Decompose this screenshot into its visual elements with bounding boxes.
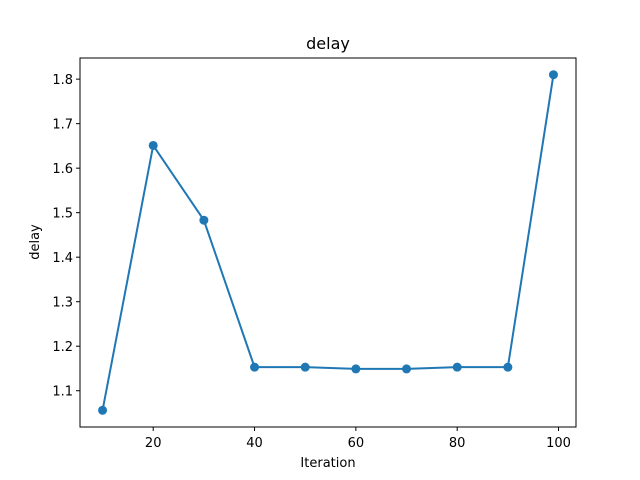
x-tick-label: 40	[246, 436, 263, 451]
y-tick-label: 1.3	[52, 296, 73, 311]
series-line	[101, 74, 555, 411]
data-point	[300, 362, 310, 372]
data-point	[452, 362, 462, 372]
y-tick-label: 1.5	[52, 207, 73, 222]
data-point	[98, 405, 108, 415]
data-point	[250, 362, 260, 372]
y-axis-label: delay	[28, 224, 43, 260]
y-tick-label: 1.6	[52, 162, 73, 177]
data-point	[351, 364, 361, 374]
y-tick-label: 1.1	[52, 385, 73, 400]
x-axis-ticks: 20 40 60 80 100	[145, 427, 571, 451]
y-axis-ticks: 1.1 1.2 1.3 1.4 1.5 1.6 1.7 1.8	[52, 73, 80, 400]
plot-area	[98, 70, 558, 415]
y-tick-label: 1.8	[52, 73, 73, 88]
y-tick-label: 1.2	[52, 340, 73, 355]
y-tick-label: 1.4	[52, 251, 73, 266]
data-point	[548, 70, 558, 80]
x-tick-label: 60	[348, 436, 365, 451]
data-point	[199, 215, 209, 225]
data-point	[402, 364, 412, 374]
axes-frame	[79, 57, 577, 428]
x-axis-label: Iteration	[300, 456, 355, 471]
y-tick-label: 1.7	[52, 118, 73, 133]
x-tick-label: 20	[145, 436, 162, 451]
x-tick-label: 80	[449, 436, 466, 451]
chart-title: delay	[306, 34, 350, 53]
data-point	[503, 362, 513, 372]
data-point	[148, 140, 158, 150]
x-tick-label: 100	[546, 436, 571, 451]
